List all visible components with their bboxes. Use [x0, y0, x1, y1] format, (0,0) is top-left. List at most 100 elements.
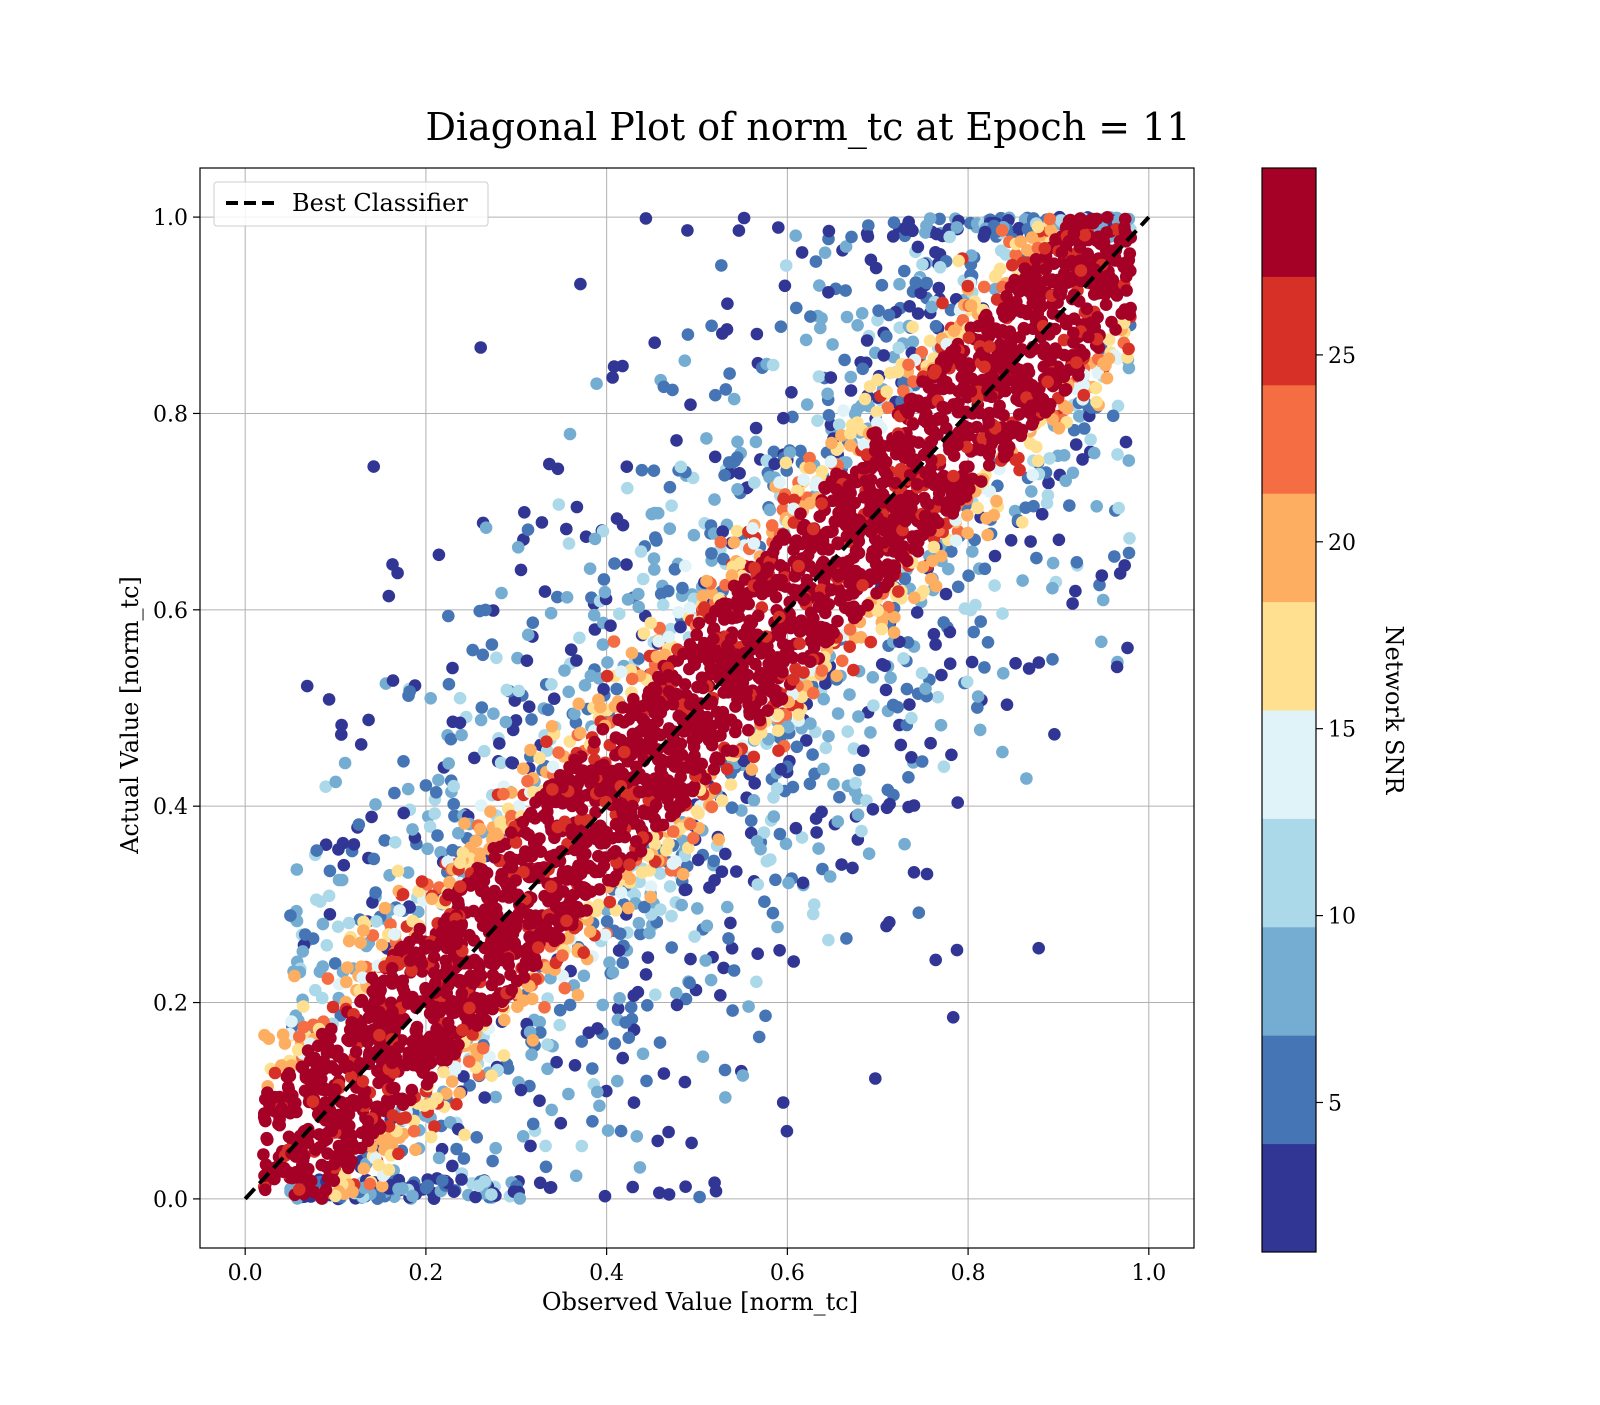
scatter-point	[709, 388, 722, 402]
scatter-point	[787, 516, 801, 529]
scatter-point	[523, 930, 536, 944]
scatter-point	[297, 1020, 311, 1034]
scatter-point	[276, 1028, 290, 1041]
scatter-point	[749, 657, 762, 671]
scatter-point	[795, 831, 809, 844]
scatter-point	[427, 950, 441, 964]
scatter-point	[440, 1087, 453, 1100]
scatter-point	[506, 756, 520, 770]
scatter-point	[864, 524, 877, 537]
scatter-point	[534, 862, 547, 875]
scatter-point	[626, 799, 639, 813]
scatter-point	[930, 227, 943, 241]
scatter-point	[511, 541, 525, 554]
scatter-point	[1086, 216, 1100, 230]
scatter-point	[1122, 454, 1136, 467]
scatter-point	[884, 671, 897, 685]
scatter-point	[1044, 353, 1057, 366]
scatter-point	[448, 1001, 462, 1014]
scatter-point	[295, 1060, 309, 1074]
scatter-point	[715, 259, 728, 272]
scatter-point	[543, 796, 557, 810]
scatter-point	[485, 638, 499, 651]
colorbar-segment	[1262, 710, 1316, 819]
scatter-point	[419, 779, 433, 792]
scatter-point	[607, 635, 621, 648]
scatter-point	[386, 674, 400, 687]
scatter-point	[489, 1141, 503, 1155]
scatter-point	[924, 572, 938, 586]
scatter-point	[915, 755, 929, 768]
scatter-point	[1110, 289, 1124, 302]
scatter-point	[809, 255, 823, 268]
scatter-point	[575, 1139, 589, 1153]
scatter-point	[575, 803, 589, 816]
scatter-point	[592, 849, 605, 863]
scatter-point	[357, 915, 370, 929]
scatter-point	[794, 444, 807, 458]
scatter-point	[343, 1023, 357, 1036]
scatter-point	[774, 320, 788, 334]
scatter-point	[965, 372, 979, 386]
scatter-point	[363, 1177, 377, 1191]
scatter-point	[316, 917, 330, 931]
scatter-point	[1067, 336, 1080, 349]
scatter-point	[927, 627, 941, 641]
scatter-point	[678, 883, 692, 897]
scatter-point	[696, 681, 710, 695]
scatter-point	[996, 667, 1010, 680]
scatter-point	[961, 509, 974, 522]
scatter-point	[489, 1090, 502, 1104]
legend-label-best-classifier: Best Classifier	[292, 189, 468, 217]
scatter-point	[881, 401, 894, 415]
scatter-point	[864, 726, 877, 739]
scatter-point	[683, 601, 697, 615]
scatter-point	[1122, 361, 1136, 375]
scatter-point	[512, 800, 525, 813]
scatter-point	[878, 659, 892, 672]
scatter-point	[283, 1069, 297, 1083]
scatter-point	[545, 720, 559, 733]
scatter-point	[257, 1148, 270, 1161]
scatter-point	[912, 436, 925, 449]
scatter-points	[257, 210, 1137, 1206]
scatter-point	[997, 442, 1011, 455]
y-axis-ticks: 0.00.20.40.60.81.0	[153, 206, 200, 1213]
scatter-point	[541, 1038, 554, 1051]
scatter-point	[1052, 533, 1066, 547]
scatter-point	[636, 722, 650, 735]
scatter-point	[789, 588, 803, 602]
scatter-point	[621, 593, 635, 606]
scatter-point	[769, 590, 783, 604]
scatter-point	[769, 692, 782, 705]
scatter-point	[533, 1015, 546, 1029]
scatter-point	[665, 941, 678, 954]
scatter-point	[616, 359, 629, 373]
scatter-point	[681, 761, 695, 774]
scatter-point	[743, 614, 756, 627]
scatter-point	[421, 842, 434, 856]
scatter-point	[285, 1105, 299, 1119]
scatter-point	[594, 837, 608, 850]
scatter-point	[427, 966, 441, 980]
scatter-point	[981, 528, 994, 542]
scatter-point	[447, 797, 461, 811]
scatter-point	[862, 847, 876, 860]
scatter-point	[340, 975, 353, 989]
scatter-point	[811, 414, 824, 428]
scatter-point	[732, 610, 745, 623]
scatter-point	[666, 825, 680, 838]
scatter-point	[731, 435, 744, 449]
scatter-point	[873, 536, 887, 549]
scatter-point	[1048, 728, 1061, 741]
scatter-point	[959, 486, 972, 500]
scatter-point	[883, 916, 896, 929]
scatter-point	[629, 835, 643, 848]
scatter-point	[919, 397, 932, 410]
scatter-point	[614, 1124, 628, 1138]
scatter-point	[775, 573, 788, 587]
scatter-point	[545, 1103, 558, 1117]
scatter-point	[1090, 500, 1103, 513]
scatter-point	[627, 989, 641, 1002]
scatter-point	[822, 409, 836, 422]
